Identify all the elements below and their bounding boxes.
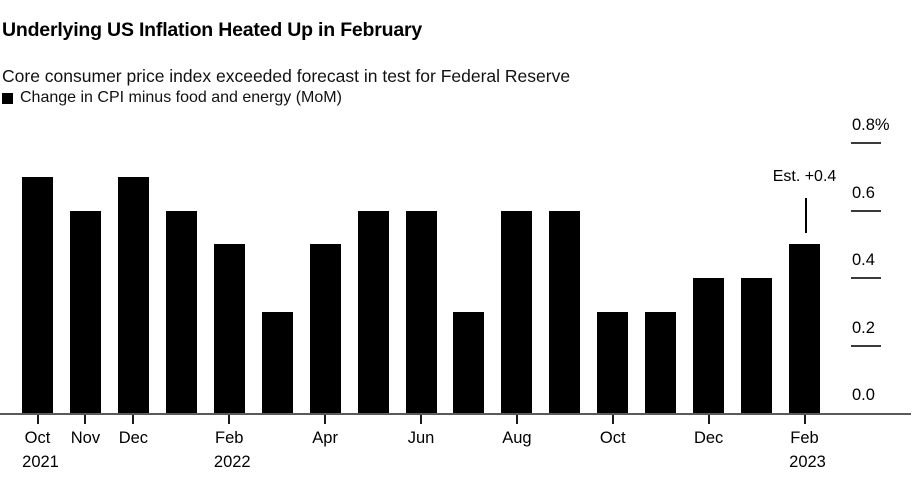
x-tick-label: Aug [502, 429, 532, 447]
x-tick [324, 415, 327, 424]
x-tick-label: Apr [312, 429, 338, 447]
bar-apr-2022 [309, 244, 341, 413]
x-tick-label: Feb [790, 429, 819, 447]
y-tick-dash [851, 277, 881, 279]
bar-feb-2022 [213, 244, 245, 413]
bar-jan-2022 [165, 210, 197, 413]
x-tick [707, 415, 710, 424]
bar-jun-2022 [405, 210, 437, 413]
y-tick-label: 0.8% [852, 116, 890, 134]
chart-subtitle: Core consumer price index exceeded forec… [2, 66, 571, 86]
x-tick [228, 415, 231, 424]
x-tick [84, 415, 87, 424]
x-tick [803, 415, 806, 424]
bar-dec-2022 [693, 278, 725, 413]
bar-may-2022 [357, 210, 389, 413]
x-tick-label: Oct [24, 429, 51, 447]
x-tick-label: Dec [693, 429, 724, 447]
x-tick-label: Dec [118, 429, 149, 447]
x-tick-label: Feb [215, 429, 244, 447]
legend-swatch-icon [2, 92, 13, 104]
bar-nov-2021 [69, 210, 101, 413]
bar-jul-2022 [453, 311, 485, 413]
bar-oct-2021 [22, 176, 53, 413]
y-tick-label: 0.6 [852, 183, 875, 202]
x-axis-line [0, 413, 911, 415]
y-tick-dash [851, 344, 881, 347]
x-tick-label: Nov [70, 429, 101, 447]
y-tick-dash [851, 209, 881, 212]
chart-title: Underlying US Inflation Heated Up in Feb… [2, 19, 423, 41]
bar-oct-2022 [597, 311, 629, 413]
x-year-label: 2023 [789, 453, 826, 471]
y-tick-label: 0.4 [852, 251, 875, 269]
bar-dec-2021 [117, 176, 149, 413]
x-tick [420, 415, 422, 424]
x-tick-label: Oct [599, 429, 626, 447]
bar-sep-2022 [549, 210, 581, 413]
y-tick-label: 0.2 [852, 318, 875, 337]
x-tick [132, 415, 135, 424]
estimate-callout-line [805, 198, 807, 234]
legend-label: Change in CPI minus food and energy (MoM… [20, 89, 342, 106]
x-year-label: 2022 [213, 453, 251, 471]
x-tick [611, 415, 614, 424]
bar-aug-2022 [501, 210, 533, 413]
x-tick [36, 415, 39, 424]
x-tick [515, 415, 518, 424]
x-tick-label: Jun [407, 429, 435, 447]
estimate-annotation: Est. +0.4 [772, 168, 837, 186]
legend: Change in CPI minus food and energy (MoM… [2, 89, 342, 107]
bar-nov-2022 [645, 311, 677, 413]
x-year-label: 2021 [22, 453, 59, 471]
y-tick-label: 0.0 [852, 386, 875, 404]
bar-feb-2023 [789, 244, 820, 413]
y-tick-dash [851, 142, 881, 144]
bar-jan-2023 [741, 278, 773, 413]
bar-mar-2022 [261, 311, 293, 413]
